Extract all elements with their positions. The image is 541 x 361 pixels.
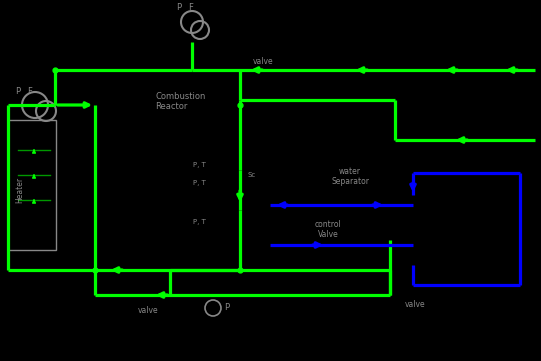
Text: valve: valve: [405, 300, 425, 309]
Bar: [8, 120, 56, 250]
Text: Heater: Heater: [16, 177, 24, 203]
Text: F: F: [189, 3, 194, 12]
Text: P: P: [176, 3, 182, 12]
Text: water
Separator: water Separator: [331, 167, 369, 186]
Text: P, T: P, T: [193, 219, 206, 225]
Text: P, T: P, T: [193, 162, 206, 168]
Text: Sc: Sc: [248, 172, 256, 178]
Text: P: P: [16, 87, 21, 96]
Text: F: F: [28, 87, 32, 96]
Text: P: P: [224, 304, 229, 313]
Text: P, T: P, T: [193, 180, 206, 186]
Text: valve: valve: [138, 306, 159, 315]
Text: Combustion
Reactor: Combustion Reactor: [155, 92, 206, 112]
Text: control
Valve: control Valve: [315, 220, 341, 239]
Text: valve: valve: [253, 57, 274, 66]
